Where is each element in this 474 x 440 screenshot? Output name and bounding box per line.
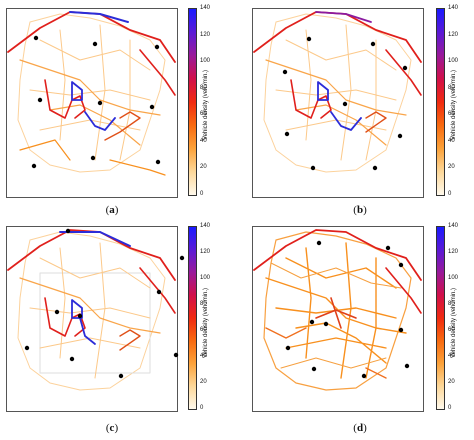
colorbar-tick-label: 20 (200, 379, 207, 385)
colorbar-tick-label: 40 (200, 353, 207, 359)
marker-group-a (31, 35, 161, 169)
caption-a: (a) (105, 204, 119, 216)
colorbar-tick-label: 140 (448, 223, 459, 229)
colorbar-tick-label: 140 (448, 5, 459, 11)
colorbar-tick-label: 20 (448, 379, 455, 385)
colorbar-tick-label: 20 (448, 164, 455, 171)
colorbar-tick-label: 60 (448, 327, 455, 333)
colorbar-tick-label: 0 (200, 191, 204, 197)
colorbar-tick-label: 80 (200, 84, 207, 91)
colorbar-tick-label: 80 (200, 301, 207, 307)
colorbar-tick-label: 100 (448, 58, 459, 65)
colorbar-tick-label: 60 (200, 327, 207, 333)
colorbar-tick-label: 120 (448, 31, 459, 38)
colorbar-tick-label: 100 (200, 58, 211, 65)
colorbar-label-d: Vehicle density (veh./min.) (451, 287, 457, 358)
colorbar-a (188, 8, 197, 196)
colorbar-tick-label: 40 (448, 353, 455, 359)
colorbar-tick-label: 60 (200, 111, 207, 118)
colorbar-tick-label: 40 (448, 137, 455, 144)
caption-b: (b) (353, 204, 367, 216)
marker-group-b (282, 36, 408, 171)
marker-group-c (24, 228, 185, 379)
colorbar-tick-label: 80 (448, 84, 455, 91)
colorbar-tick-label: 0 (448, 405, 452, 411)
colorbar-tick-label: 40 (200, 137, 207, 144)
colorbar-tick-label: 140 (200, 223, 211, 229)
colorbar-tick-label: 100 (448, 275, 459, 281)
colorbar-tick-label: 120 (448, 249, 459, 255)
colorbar-d (436, 226, 445, 410)
marker-group-d (285, 240, 410, 379)
caption-c: (c) (105, 422, 119, 434)
colorbar-tick-label: 20 (200, 164, 207, 171)
caption-d: (d) (353, 422, 367, 434)
colorbar-tick-label: 0 (448, 191, 452, 197)
colorbar-tick-label: 0 (200, 405, 204, 411)
colorbar-tick-label: 140 (200, 5, 211, 11)
colorbar-b (436, 8, 445, 196)
map-frame-c (6, 226, 178, 412)
colorbar-tick-label: 100 (200, 275, 211, 281)
colorbar-tick-label: 80 (448, 301, 455, 307)
colorbar-tick-label: 60 (448, 111, 455, 118)
colorbar-tick-label: 120 (200, 31, 211, 38)
colorbar-c (188, 226, 197, 410)
colorbar-tick-label: 120 (200, 249, 211, 255)
